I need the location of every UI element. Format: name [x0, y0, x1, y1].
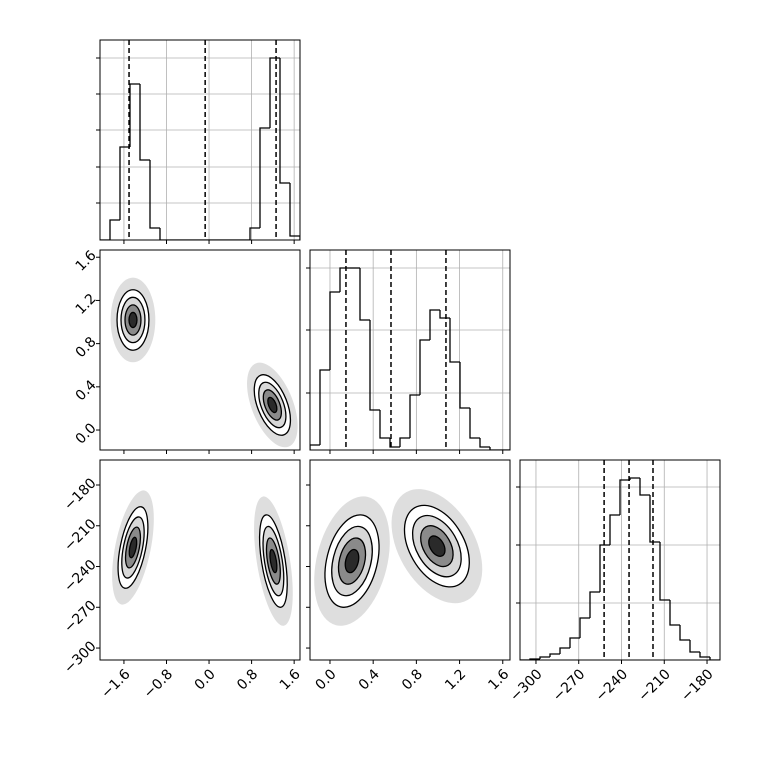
panel: 0.0 0.4 0.8 1.2 1.6: [73, 248, 301, 454]
histogram-step: [399, 437, 410, 447]
x-tick-label: −270: [550, 666, 589, 705]
contour: [344, 548, 360, 574]
plot-area: [520, 460, 720, 660]
histogram-step: [699, 652, 710, 658]
panel-frame: [519, 459, 721, 661]
histogram-step: [679, 625, 690, 641]
histogram-step: [599, 544, 610, 592]
histogram-step: [669, 600, 680, 626]
x-tick-label: −180: [678, 666, 717, 705]
x-tick-label: 0.4: [356, 666, 383, 693]
histogram-step: [629, 477, 640, 480]
histogram-step: [329, 291, 340, 370]
histogram-step: [449, 318, 460, 363]
histogram-step: [109, 219, 120, 240]
panel: [306, 249, 511, 454]
histogram-step: [409, 394, 420, 438]
histogram-step: [469, 408, 480, 439]
histogram-step: [619, 479, 630, 515]
contour: [269, 548, 278, 574]
histogram-step: [319, 369, 330, 445]
x-tick-label: 0.0: [313, 666, 340, 693]
panel: −300 −270 −240 −210 −180: [507, 459, 721, 705]
contour: [428, 535, 446, 557]
y-tick-label: 0.0: [73, 420, 100, 447]
contour: [128, 311, 138, 329]
histogram-step: [489, 447, 500, 450]
histogram-step: [149, 160, 160, 229]
histogram-step: [359, 268, 370, 321]
x-tick-label: 0.0: [192, 666, 219, 693]
y-tick-label: −180: [61, 475, 100, 514]
histogram-step: [249, 227, 260, 240]
y-tick-label: −270: [61, 598, 100, 637]
panel-frame: [309, 459, 511, 661]
histogram-step: [339, 267, 350, 292]
y-tick-label: −300: [61, 638, 100, 677]
histogram-step: [589, 591, 600, 618]
y-tick-label: 0.8: [73, 334, 100, 361]
x-tick-label: 0.8: [399, 666, 426, 693]
histogram-step: [639, 478, 650, 496]
histogram-step: [129, 83, 140, 147]
histogram-step: [479, 438, 490, 448]
x-tick-label: 1.2: [442, 666, 469, 693]
plot-area: [314, 489, 483, 626]
histogram-step: [159, 228, 170, 240]
histogram-step: [369, 320, 380, 411]
y-tick-label: 0.4: [73, 377, 100, 404]
histogram-step: [549, 653, 560, 657]
x-tick-label: −210: [635, 666, 674, 705]
y-tick-label: 1.6: [73, 248, 100, 275]
contour: [128, 536, 138, 559]
histogram-step: [659, 542, 670, 601]
histogram-step: [689, 640, 700, 653]
panel: −1.6 −0.8 0.0 0.8 1.6 −300−270−240−210−180: [61, 459, 304, 702]
histogram-step: [609, 514, 620, 545]
histogram-step: [289, 183, 300, 240]
histogram-step: [310, 444, 320, 450]
plot-area: [112, 490, 293, 626]
x-tick-label: −0.8: [141, 666, 176, 701]
y-tick-label: −210: [61, 516, 100, 555]
x-tick-label: 1.6: [277, 666, 304, 693]
panel: [96, 39, 301, 244]
x-tick-label: −240: [593, 666, 632, 705]
histogram-step: [259, 127, 270, 228]
histogram-step: [709, 657, 720, 660]
x-tick-label: 1.6: [485, 666, 512, 693]
histogram-step: [429, 309, 440, 340]
histogram-step: [389, 438, 400, 448]
panel-frame: [99, 459, 301, 661]
histogram-step: [569, 637, 580, 648]
y-tick-label: −240: [61, 557, 100, 596]
histogram-step: [269, 57, 280, 128]
histogram-step: [459, 362, 470, 409]
contour: [267, 396, 278, 414]
histogram-step: [539, 656, 550, 659]
plot-area: [110, 277, 298, 448]
panel-frame: [99, 39, 301, 241]
histogram-step: [579, 617, 590, 638]
panel-frame: [309, 249, 511, 451]
histogram-step: [439, 310, 450, 319]
x-tick-label: −300: [507, 666, 546, 705]
histogram-step: [379, 410, 390, 439]
panel: 0.0 0.4 0.8 1.2 1.6: [306, 459, 512, 693]
plot-area: [100, 40, 300, 240]
histogram-step: [419, 339, 430, 395]
plot-area: [310, 250, 510, 450]
histogram-step: [139, 84, 150, 161]
histogram-step: [279, 58, 290, 184]
histogram-step: [559, 647, 570, 654]
panel-frame: [99, 249, 301, 451]
y-tick-label: 1.2: [73, 291, 100, 318]
histogram-step: [649, 495, 660, 543]
x-tick-label: 0.8: [234, 666, 261, 693]
x-tick-label: −1.6: [98, 666, 133, 701]
histogram-step: [119, 146, 130, 220]
